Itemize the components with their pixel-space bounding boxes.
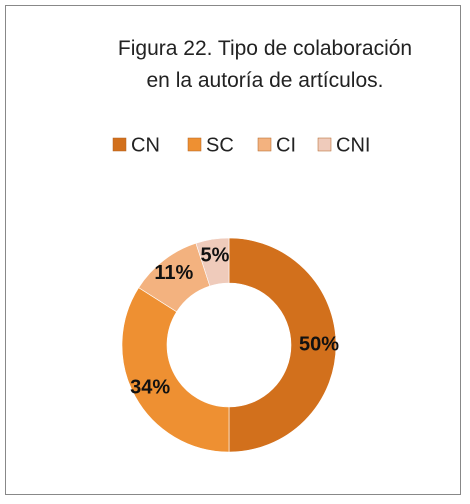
legend-swatch — [112, 137, 127, 152]
legend-swatch — [257, 137, 272, 152]
legend-swatch — [317, 137, 332, 152]
donut-segment — [121, 287, 230, 453]
legend-swatch — [187, 137, 202, 152]
data-label: 11% — [154, 262, 193, 284]
chart-frame — [5, 5, 461, 495]
legend-label: CN — [131, 134, 160, 156]
chart-title: Figura 22. Tipo de colaboración en la au… — [117, 37, 413, 92]
legend-label: CI — [276, 134, 296, 156]
legend-label: SC — [206, 134, 234, 156]
donut-segment — [228, 237, 337, 453]
donut-segment — [195, 237, 230, 287]
data-label: 34% — [130, 377, 170, 399]
data-label: 50% — [299, 333, 339, 355]
data-label: 5% — [200, 244, 229, 266]
legend-label: CNI — [336, 134, 370, 156]
